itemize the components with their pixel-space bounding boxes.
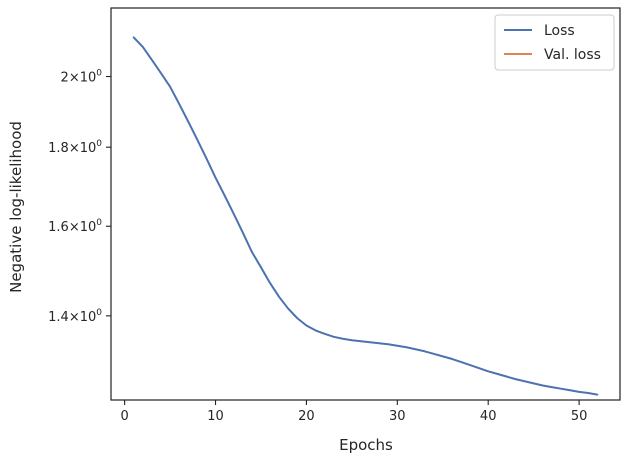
series-layer	[132, 36, 599, 396]
y-tick-label-base: 2×10	[61, 71, 97, 86]
x-axis-label: Epochs	[339, 436, 393, 454]
y-tick-label: 2×100	[61, 69, 103, 86]
y-tick-label-exponent: 0	[96, 139, 102, 149]
x-tick-label: 30	[389, 409, 406, 424]
y-tick-label-base: 1.6×10	[48, 220, 96, 235]
x-tick-label: 50	[571, 409, 588, 424]
x-tick-label: 40	[480, 409, 497, 424]
series-line-loss	[132, 36, 599, 396]
y-tick-label: 1.8×100	[48, 139, 102, 156]
y-tick-label-base: 1.4×10	[48, 310, 96, 325]
y-tick-label: 1.6×100	[48, 218, 102, 235]
y-tick-label-exponent: 0	[96, 218, 102, 228]
x-axis-ticks: 0 10 20 30 40 50	[120, 400, 587, 424]
legend: Loss Val. loss	[494, 14, 615, 71]
legend-label: Loss	[544, 23, 575, 39]
y-tick-label-base: 1.8×10	[48, 141, 96, 156]
y-tick-label-exponent: 0	[96, 69, 102, 79]
y-axis-label: Negative log-likelihood	[7, 121, 25, 293]
plot-frame	[110, 7, 621, 401]
legend-label: Val. loss	[544, 47, 601, 63]
y-tick-label-exponent: 0	[96, 308, 102, 318]
legend-frame	[494, 14, 615, 71]
x-tick-label: 10	[207, 409, 224, 424]
x-tick-label: 0	[120, 409, 128, 424]
x-tick-label: 20	[298, 409, 315, 424]
y-tick-label: 1.4×100	[48, 308, 102, 325]
plot-area	[110, 7, 621, 401]
